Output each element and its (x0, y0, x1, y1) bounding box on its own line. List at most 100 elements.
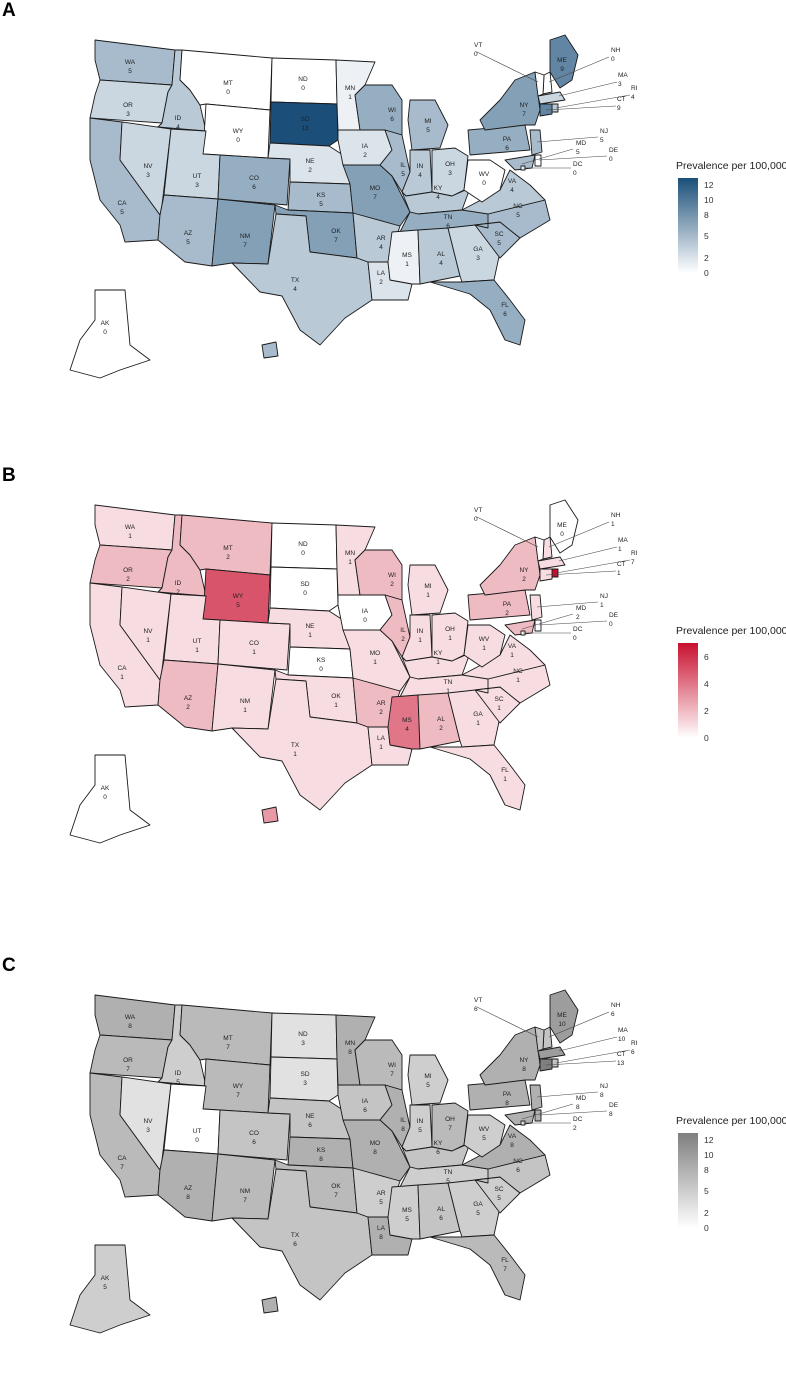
state-code-label: PA (503, 136, 512, 143)
state-value-label: 3 (448, 170, 452, 177)
callout-code-label: NH (611, 1002, 621, 1009)
state-code-label: ID (175, 580, 182, 587)
legend-gradient-bar (678, 178, 698, 273)
state-code-label: ME (557, 1012, 567, 1019)
state-code-label: WA (125, 1014, 136, 1021)
callout-value-label: 6 (474, 1006, 478, 1013)
state-value-label: 2 (308, 167, 312, 174)
state-value-label: 5 (446, 1178, 450, 1185)
state-value-label: 1 (348, 559, 352, 566)
state-value-label: 5 (379, 1199, 383, 1206)
state-code-label: NY (519, 567, 529, 574)
state-value-label: 0 (103, 329, 107, 336)
callout-leader-line (536, 1091, 599, 1098)
state-value-label: 7 (236, 1092, 240, 1099)
state-code-label: IA (362, 1098, 369, 1105)
state-nj (529, 1084, 543, 1111)
panel-a: A WA 5 OR 3 CA 5 ID 4 NV 3 MT 0 WY 0 UT 3 AZ 5 CO 6 NM 7 ND 0 SD 1… (0, 0, 786, 440)
state-value-label: 6 (503, 311, 507, 318)
callout-code-label: DE (609, 612, 619, 619)
state-nj (529, 594, 543, 621)
state-value-label: 1 (482, 645, 486, 652)
state-value-label: 3 (476, 255, 480, 262)
legend-tick-label: 4 (704, 678, 709, 689)
state-value-label: 1 (497, 705, 501, 712)
callout-value-label: 3 (618, 81, 622, 88)
callout-value-label: 8 (609, 1111, 613, 1118)
color-legend: Prevalence per 100,000 0 2 5 8 10 12 (676, 160, 786, 278)
callout-code-label: MA (618, 72, 628, 79)
state-value-label: 4 (436, 194, 440, 201)
callout-code-label: RI (631, 550, 638, 557)
state-code-label: IA (362, 143, 369, 150)
callout-value-label: 1 (618, 546, 622, 553)
state-code-label: SC (494, 1186, 503, 1193)
state-value-label: 1 (308, 632, 312, 639)
state-code-label: OK (331, 693, 341, 700)
callout-leader-line (476, 51, 539, 83)
legend-tick-label: 12 (704, 180, 714, 191)
state-code-label: MO (370, 185, 380, 192)
state-code-label: OR (123, 567, 133, 574)
state-code-label: OR (123, 1057, 133, 1064)
state-code-label: WY (233, 1083, 244, 1090)
state-il (379, 1084, 411, 1148)
callout-leader-line (538, 155, 608, 161)
state-fl (429, 279, 526, 346)
state-value-label: 5 (516, 212, 520, 219)
state-code-label: IN (417, 163, 424, 170)
state-value-label: 5 (128, 68, 132, 75)
color-legend: Prevalence per 100,000 0 2 4 6 (676, 625, 786, 743)
state-value-label: 1 (436, 659, 440, 666)
state-code-label: CA (117, 665, 127, 672)
state-value-label: 5 (497, 240, 501, 247)
callout-code-label: NH (611, 512, 621, 519)
state-code-label: MN (345, 1040, 355, 1047)
state-value-label: 1 (418, 637, 422, 644)
state-code-label: IN (417, 1118, 424, 1125)
state-value-label: 3 (195, 182, 199, 189)
state-value-label: 5 (236, 602, 240, 609)
state-value-label: 5 (418, 1127, 422, 1134)
state-code-label: NE (305, 1113, 315, 1120)
callout-leader-line (558, 546, 618, 562)
state-nj (529, 129, 543, 156)
state-value-label: 1 (252, 649, 256, 656)
callout-leader-line (548, 56, 610, 83)
callout-code-label: MA (618, 1027, 628, 1034)
legend-tick-label: 0 (704, 733, 709, 743)
state-code-label: IN (417, 628, 424, 635)
state-code-label: KS (317, 657, 326, 664)
state-value-label: 1 (503, 776, 507, 783)
legend-tick-label: 5 (704, 231, 709, 242)
panel-letter: A (2, 0, 16, 21)
state-code-label: FL (501, 767, 509, 774)
state-code-label: AZ (184, 1185, 192, 1192)
state-code-label: GA (473, 711, 483, 718)
state-hi (261, 341, 279, 359)
state-value-label: 8 (319, 1156, 323, 1163)
callout-code-label: VT (474, 507, 482, 514)
state-code-label: GA (473, 246, 483, 253)
callout-value-label: 0 (573, 635, 577, 642)
state-value-label: 0 (303, 590, 307, 597)
state-value-label: 0 (103, 794, 107, 801)
callout-code-label: MD (576, 1095, 586, 1102)
state-value-label: 4 (379, 244, 383, 251)
callout-code-label: NJ (600, 593, 608, 600)
state-mi (407, 99, 449, 151)
state-de (534, 619, 542, 632)
legend-tick-label: 12 (704, 1135, 714, 1146)
state-code-label: MN (345, 85, 355, 92)
state-value-label: 2 (176, 589, 180, 596)
state-code-label: TN (444, 1169, 453, 1176)
state-code-label: ID (175, 1070, 182, 1077)
callout-leader-line (555, 1049, 631, 1064)
legend-title: Prevalence per 100,000 (676, 625, 786, 637)
state-code-label: ID (175, 115, 182, 122)
state-code-label: OH (445, 161, 455, 168)
legend-tick-label: 2 (704, 1208, 709, 1219)
state-value-label: 7 (120, 1164, 124, 1171)
state-value-label: 2 (439, 725, 443, 732)
callout-code-label: MD (576, 605, 586, 612)
